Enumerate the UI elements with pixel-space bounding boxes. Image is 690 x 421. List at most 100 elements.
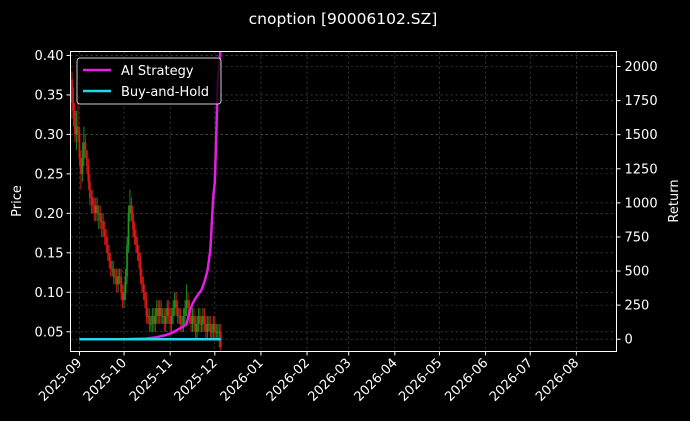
candle-body [139, 260, 142, 277]
candle-body [79, 158, 82, 174]
candle-body [142, 284, 145, 293]
candle-body [149, 323, 152, 325]
candle-body [105, 237, 108, 245]
candle-body [169, 315, 172, 324]
candle-body [100, 221, 103, 223]
y-tick-label-right: 500 [625, 265, 650, 280]
y-tick-label-right: 250 [625, 299, 650, 314]
candle-body [87, 165, 90, 182]
candle-body [78, 134, 81, 159]
candle-body [194, 323, 197, 332]
candle-body [151, 315, 154, 324]
candle-body [140, 276, 143, 285]
candle-body [178, 315, 181, 317]
candle-body [127, 213, 130, 245]
y-tick-label-right: 0 [625, 333, 633, 348]
candle-body [167, 308, 170, 316]
candle-body [133, 229, 136, 238]
y-tick-label-left: 0.35 [35, 88, 64, 103]
legend-label-buy-and-hold: Buy-and-Hold [121, 85, 209, 100]
candle-body [198, 315, 201, 324]
right-y-axis: 0 250 500 750 1000 1250 1500 1750 2000 [616, 60, 658, 348]
candle-body [164, 315, 167, 324]
candle-body [154, 315, 157, 324]
candle-body [115, 276, 118, 285]
candle-body [166, 308, 169, 316]
candle-body [103, 229, 106, 238]
candle-body [181, 323, 184, 325]
y-tick-label-right: 1000 [625, 196, 658, 211]
candle-body [111, 268, 114, 270]
y-axis-label-right: Return [667, 179, 682, 222]
candle-body [114, 276, 117, 278]
candle-body [146, 315, 149, 317]
left-y-axis: 0.05 0.10 0.15 0.20 0.25 0.30 0.35 0.40 [35, 49, 71, 340]
candle-body [124, 276, 127, 293]
candle-body [207, 323, 210, 325]
candle-body [203, 315, 206, 324]
candle-body [109, 260, 112, 269]
candle-body [123, 292, 126, 301]
axes-frame [70, 51, 617, 352]
candle-body [152, 315, 155, 324]
candle-body [72, 102, 75, 111]
candle-body [120, 276, 123, 293]
candle-body [82, 142, 85, 159]
candle-body [209, 323, 212, 332]
y-tick-label-right: 2000 [625, 60, 658, 75]
candle-body [137, 252, 140, 261]
candle-body [136, 244, 139, 253]
candle-body [204, 323, 207, 332]
candle-body [175, 300, 178, 309]
candle-body [179, 315, 182, 324]
candle-body [206, 323, 209, 332]
candle-body [85, 150, 88, 166]
candle-body [161, 315, 164, 317]
legend-label-ai-strategy: AI Strategy [121, 64, 194, 79]
y-tick-label-right: 1500 [625, 128, 658, 143]
candle-body [117, 276, 120, 285]
candle-body [73, 110, 76, 135]
candlestick-series [70, 71, 222, 352]
candle-body [215, 331, 218, 333]
candle-body [184, 308, 187, 316]
candle-body [191, 315, 194, 324]
candle-body [197, 315, 200, 324]
candle-body [200, 323, 203, 325]
candle-body [130, 205, 133, 214]
candle-body [173, 300, 176, 309]
candle-body [155, 308, 158, 316]
y-tick-label-left: 0.30 [35, 128, 64, 143]
candle-body [212, 323, 215, 332]
candle-body [76, 126, 79, 135]
ai-strategy-line [79, 51, 222, 341]
candle-body [143, 292, 146, 301]
candle-body [176, 308, 179, 316]
y-tick-label-left: 0.25 [35, 167, 64, 182]
candle-body [106, 244, 109, 253]
candle-body [81, 158, 84, 174]
candle-body [182, 315, 185, 324]
y-tick-label-left: 0.15 [35, 246, 64, 261]
candle-body [129, 205, 132, 214]
candle-body [210, 331, 213, 333]
candle-body [91, 197, 94, 206]
candle-body [185, 300, 188, 309]
candle-body [94, 205, 97, 214]
y-tick-label-left: 0.20 [35, 207, 64, 222]
candle-body [160, 308, 163, 316]
candle-body [70, 79, 73, 103]
candle-body [96, 205, 99, 214]
candle-body [134, 237, 137, 245]
return-lines [79, 51, 222, 341]
candle-body [121, 292, 124, 301]
candle-body [75, 126, 78, 135]
y-tick-label-right: 1750 [625, 94, 658, 109]
candle-body [157, 308, 160, 316]
candle-body [218, 331, 221, 333]
candle-body [192, 315, 195, 324]
candle-body [93, 205, 96, 214]
candle-body [190, 315, 193, 324]
legend-box [76, 57, 222, 105]
candle-body [201, 315, 204, 324]
